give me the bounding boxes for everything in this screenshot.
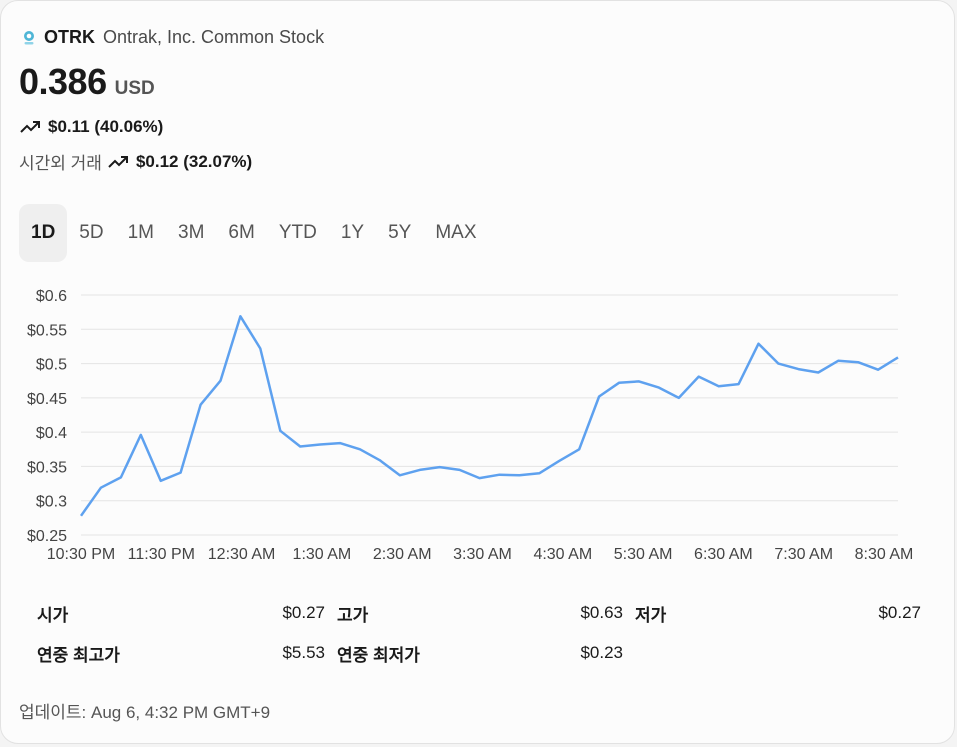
stat-52w-low-value: $0.23 — [580, 643, 623, 662]
stock-header: OTRK Ontrak, Inc. Common Stock — [22, 27, 324, 48]
after-hours-label: 시간외 거래 — [19, 154, 102, 173]
company-name: Ontrak, Inc. Common Stock — [103, 27, 325, 47]
x-tick-label: 6:30 AM — [694, 546, 753, 563]
stat-52w-high-value: $5.53 — [282, 643, 325, 662]
range-tabs: 1D 5D 1M 3M 6M YTD 1Y 5Y MAX — [19, 204, 489, 262]
after-hours-change: $0.12 (32.07%) — [135, 151, 253, 171]
stat-low-value: $0.27 — [878, 603, 921, 622]
tab-5y[interactable]: 5Y — [388, 222, 412, 243]
trending-up-icon — [20, 121, 40, 133]
x-tick-label: 1:30 AM — [293, 546, 352, 563]
price-change: $0.11 (40.06%) — [48, 117, 164, 136]
x-tick-label: 7:30 AM — [774, 546, 833, 563]
y-tick-label: $0.4 — [36, 425, 67, 442]
stock-logo-icon — [24, 30, 34, 44]
currency-label: USD — [114, 78, 155, 99]
tab-1m[interactable]: 1M — [127, 222, 154, 243]
stat-high-value: $0.63 — [580, 603, 623, 622]
stat-open-label: 시가 — [37, 605, 69, 625]
x-tick-label: 11:30 PM — [128, 546, 195, 563]
price-row: 0.386 USD — [19, 61, 155, 103]
y-tick-label: $0.3 — [36, 494, 67, 511]
y-tick-label: $0.5 — [36, 357, 67, 374]
y-tick-label: $0.55 — [27, 322, 67, 339]
y-tick-label: $0.6 — [36, 288, 67, 305]
x-tick-label: 5:30 AM — [614, 546, 673, 563]
tab-6m[interactable]: 6M — [228, 222, 255, 243]
y-tick-label: $0.45 — [27, 391, 67, 408]
price-chart[interactable]: $0.6 $0.55 $0.5 $0.45 $0.4 $0.35 $0.3 $0.2510:3… — [1, 281, 921, 571]
current-price: 0.386 — [19, 61, 107, 102]
stats-table: 시가 $0.27 고가 $0.63 저가 $0.27 연중 최고가 $5.53 … — [37, 593, 927, 673]
stats-row: 연중 최고가 $5.53 연중 최저가 $0.23 — [37, 633, 927, 673]
tab-3m[interactable]: 3M — [178, 222, 205, 243]
price-change-row: $0.11 (40.06%) — [20, 117, 163, 137]
stats-row: 시가 $0.27 고가 $0.63 저가 $0.27 — [37, 593, 927, 633]
x-tick-label: 2:30 AM — [373, 546, 432, 563]
x-tick-label: 4:30 AM — [533, 546, 592, 563]
stat-52w-high-label: 연중 최고가 — [37, 645, 120, 665]
x-tick-label: 3:30 AM — [453, 546, 512, 563]
last-updated: 업데이트: Aug 6, 4:32 PM GMT+9 — [19, 703, 271, 722]
trending-up-icon — [108, 155, 128, 168]
tab-ytd[interactable]: YTD — [278, 222, 317, 243]
x-tick-label: 12:30 AM — [208, 546, 276, 563]
x-tick-label: 8:30 AM — [855, 546, 914, 563]
ticker-symbol: OTRK — [44, 27, 95, 47]
tab-max[interactable]: MAX — [435, 222, 477, 243]
tab-5d[interactable]: 5D — [79, 222, 104, 243]
price-series-line — [79, 315, 899, 517]
tab-1d[interactable]: 1D — [19, 204, 68, 262]
y-tick-label: $0.25 — [27, 528, 67, 545]
after-hours-row: 시간외 거래 $0.12 (32.07%) — [19, 149, 252, 174]
stat-high-label: 고가 — [337, 605, 369, 625]
stat-52w-low-label: 연중 최저가 — [337, 645, 420, 665]
tab-1y[interactable]: 1Y — [340, 222, 365, 243]
x-tick-label: 10:30 PM — [47, 546, 115, 563]
stat-low-label: 저가 — [635, 605, 667, 625]
y-tick-label: $0.35 — [27, 459, 67, 476]
stat-open-value: $0.27 — [282, 603, 325, 622]
